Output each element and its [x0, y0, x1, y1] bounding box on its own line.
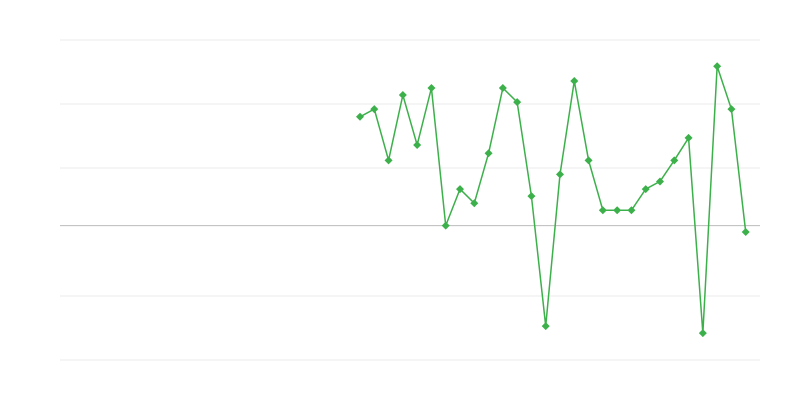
point	[641, 185, 650, 194]
point	[741, 228, 750, 236]
point	[527, 192, 536, 201]
point	[541, 322, 550, 331]
point	[727, 105, 736, 114]
point	[613, 206, 622, 215]
point	[456, 185, 464, 194]
point	[598, 206, 607, 215]
point	[441, 221, 450, 230]
point	[384, 156, 393, 165]
point	[698, 329, 707, 338]
point	[584, 156, 593, 165]
point	[484, 149, 493, 158]
point	[513, 98, 522, 107]
point	[684, 133, 693, 142]
point	[470, 199, 479, 208]
point	[370, 105, 379, 114]
point	[570, 76, 579, 85]
point	[498, 84, 507, 92]
point	[427, 84, 436, 92]
point	[556, 170, 564, 179]
point	[413, 140, 422, 149]
point	[627, 206, 636, 215]
point	[713, 62, 722, 71]
point	[656, 177, 664, 186]
point	[398, 91, 407, 100]
point	[670, 156, 679, 165]
line	[359, 66, 747, 334]
point	[356, 112, 364, 121]
